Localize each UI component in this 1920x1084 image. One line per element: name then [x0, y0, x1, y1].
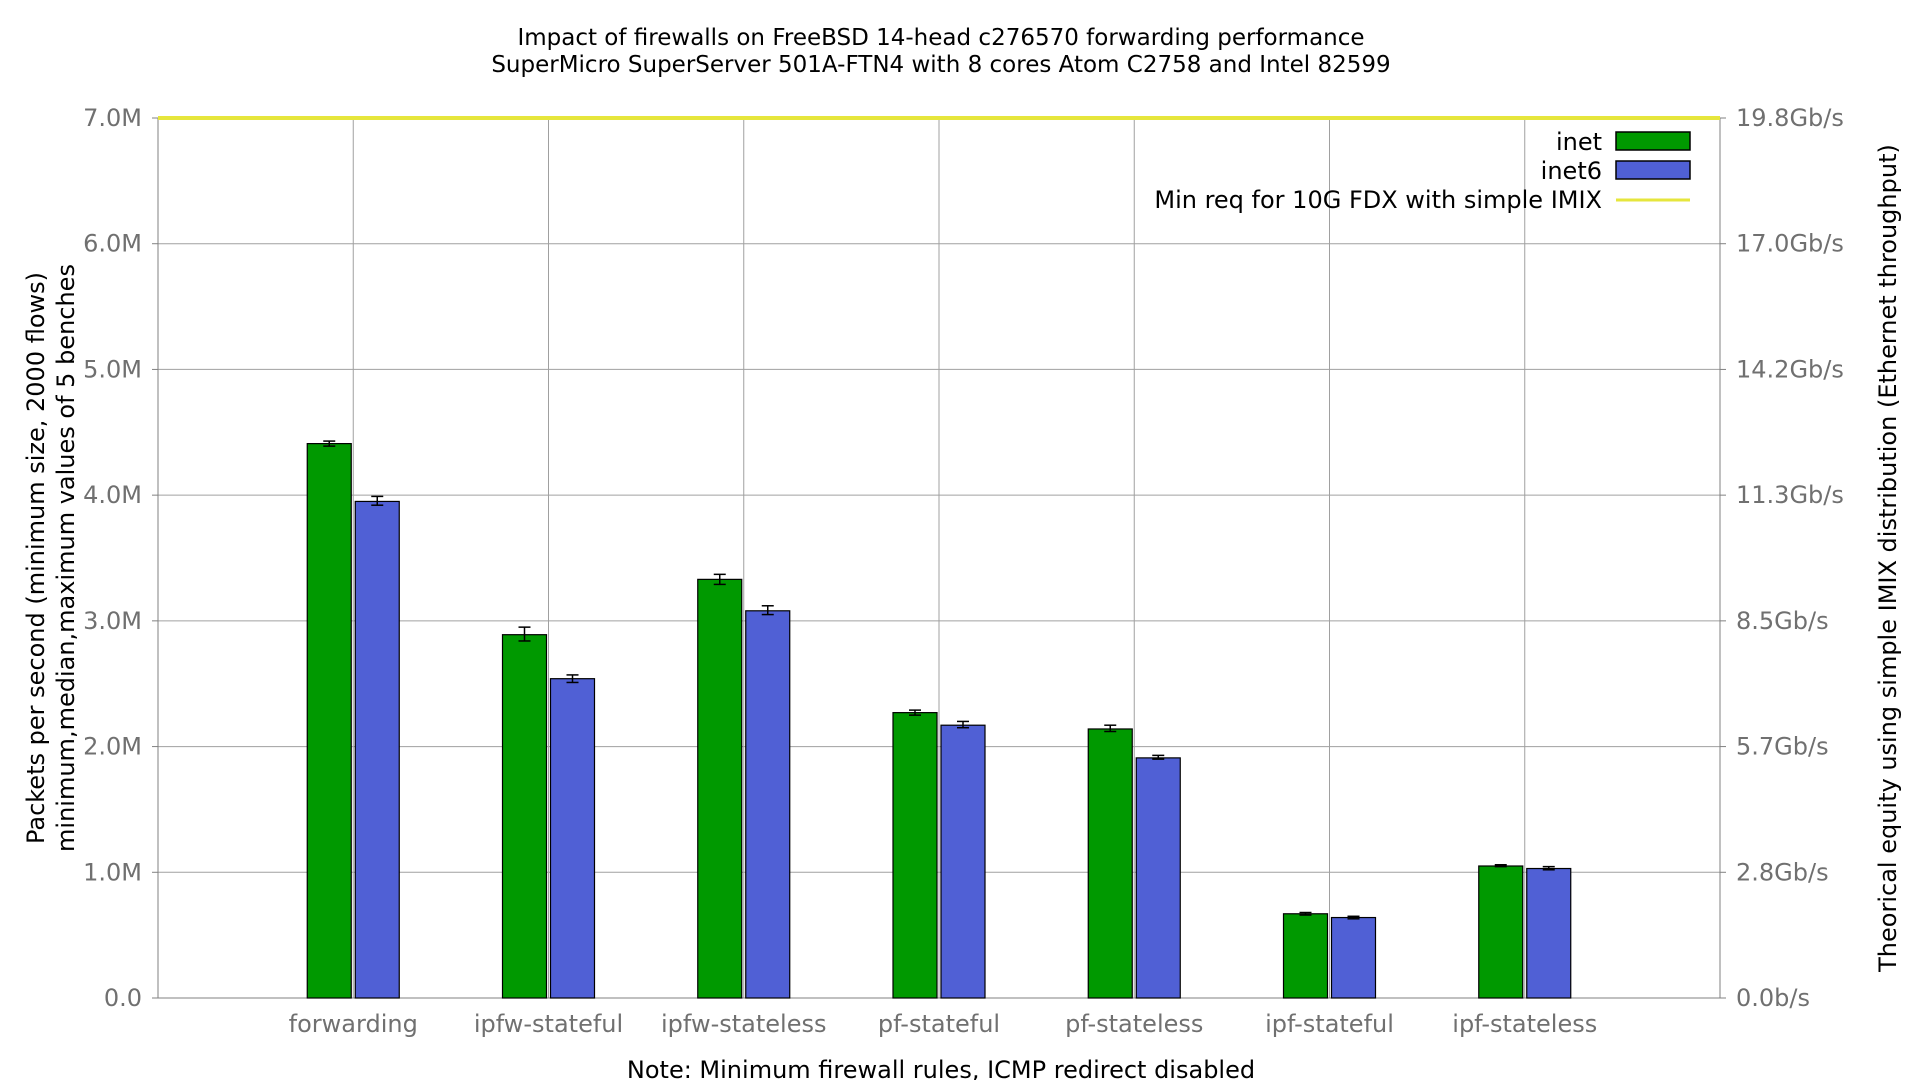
bar-inet-pf-stateful — [892, 712, 938, 999]
legend-swatch-inet — [1615, 131, 1691, 151]
y-tick-label: 7.0M — [83, 104, 142, 132]
category-label: ipf-stateful — [1265, 1010, 1394, 1038]
category-label: ipf-stateless — [1452, 1010, 1597, 1038]
legend: inet inet6 Min req for 10G FDX with simp… — [1154, 128, 1691, 214]
bar-inet6-pf-stateless — [1135, 757, 1181, 999]
y-axis-label-line1: Packets per second (minimum size, 2000 f… — [22, 272, 50, 844]
bar-inet6-ipfw-stateless — [745, 610, 791, 999]
y-tick-label: 4.0M — [83, 481, 142, 509]
y2-tick-label: 8.5Gb/s — [1736, 607, 1829, 635]
y2-tick-label: 2.8Gb/s — [1736, 858, 1829, 886]
y-tick-label: 6.0M — [83, 230, 142, 258]
category-label-layer: forwarding ipfw-stateful ipfw-stateless pf-… — [289, 1010, 1598, 1038]
y2-axis-label: Theorical equity using simple IMIX distr… — [1874, 144, 1902, 973]
legend-label-inet: inet — [1556, 128, 1602, 156]
y-axis-label-line2: minimum,median,maximum values of 5 bench… — [52, 264, 80, 852]
y2-tick-label: 5.7Gb/s — [1736, 733, 1829, 761]
bar-inet6-pf-stateful — [940, 724, 986, 999]
y2-tick-label: 0.0b/s — [1736, 984, 1810, 1012]
legend-label-reference: Min req for 10G FDX with simple IMIX — [1154, 186, 1602, 214]
bar-inet-ipfw-stateless — [697, 578, 743, 999]
x-axis-note: Note: Minimum firewall rules, ICMP redir… — [627, 1056, 1255, 1080]
y2-tick-label: 14.2Gb/s — [1736, 355, 1844, 383]
y-tick-label: 1.0M — [83, 858, 142, 886]
bar-inet-ipfw-stateful — [501, 634, 548, 999]
chart-subtitle: SuperMicro SuperServer 501A-FTN4 with 8 … — [491, 52, 1390, 78]
category-label: ipfw-stateless — [661, 1010, 826, 1038]
bar-inet6-ipf-stateful — [1330, 916, 1377, 999]
y-tick-label: 2.0M — [83, 733, 142, 761]
category-label: pf-stateless — [1065, 1010, 1203, 1038]
bar-inet6-ipf-stateless — [1526, 867, 1572, 999]
bar-inet6-forwarding — [354, 500, 400, 999]
category-label: ipfw-stateful — [474, 1010, 623, 1038]
category-label: forwarding — [289, 1010, 418, 1038]
bar-inet-forwarding — [306, 443, 352, 999]
y2-tick-label: 19.8Gb/s — [1736, 104, 1844, 132]
category-label: pf-stateful — [878, 1010, 1000, 1038]
legend-swatch-inet6 — [1615, 160, 1691, 180]
bar-inet6-ipfw-stateful — [549, 678, 596, 999]
chart-title: Impact of firewalls on FreeBSD 14-head c… — [517, 25, 1364, 51]
bar-inet-ipf-stateless — [1478, 865, 1524, 999]
grid-layer — [158, 117, 1720, 998]
bar-inet-ipf-stateful — [1282, 913, 1329, 999]
y2-tick-label: 17.0Gb/s — [1736, 230, 1844, 258]
y-tick-label: 0.0 — [104, 984, 142, 1012]
bar-layer — [306, 440, 1572, 999]
legend-label-inet6: inet6 — [1541, 157, 1602, 185]
bar-inet-pf-stateless — [1087, 728, 1133, 999]
y2-tick-label: 11.3Gb/s — [1736, 481, 1844, 509]
tick-layer: 0.0 1.0M 2.0M 3.0M 4.0M 5.0M 6.0M 7.0M 0.0b/s 2.8… — [83, 104, 1844, 1012]
y-tick-label: 3.0M — [83, 607, 142, 635]
y-tick-label: 5.0M — [83, 355, 142, 383]
